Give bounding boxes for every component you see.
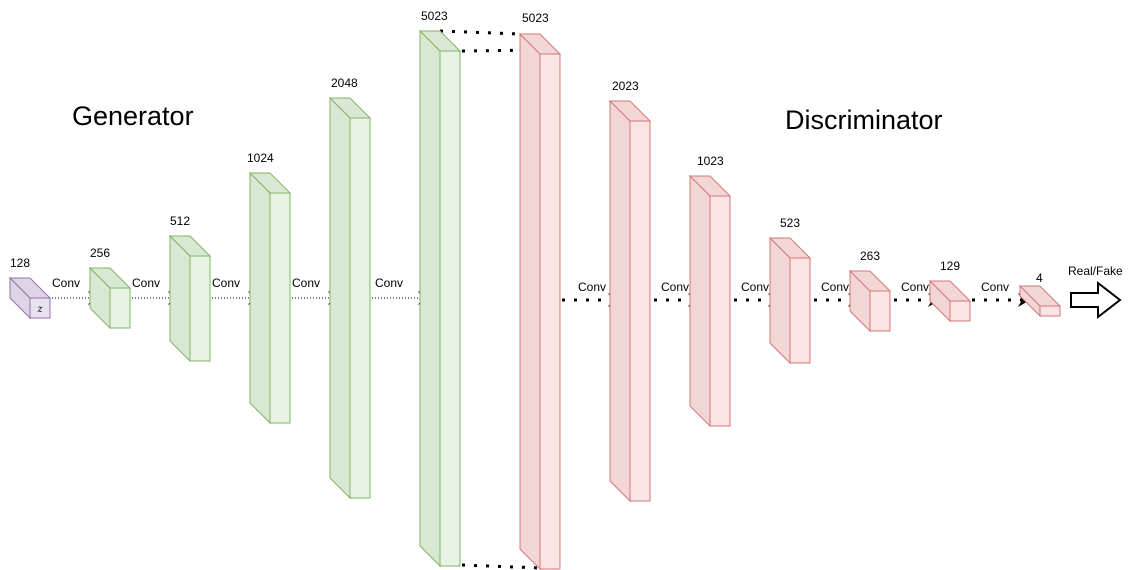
input-noise-block [8,276,52,320]
discriminator-block [518,32,562,570]
block-side-face [419,29,441,568]
generator-title: Generator [72,101,194,131]
block-front-face [189,255,211,362]
block-side-face [519,32,541,570]
input-symbol-label: z [36,304,43,315]
block-front-face [1039,305,1061,317]
input-size-label: 128 [10,256,30,270]
generator-block-label: 256 [90,246,110,260]
discriminator-block-label: 263 [860,249,880,263]
conv-label: Conv [741,280,769,294]
discriminator-block [1018,284,1062,318]
block-front-face [789,257,811,364]
conv-label: Conv [52,276,80,290]
block-front-face [109,287,131,329]
conv-label: Conv [292,276,320,290]
conv-label: Conv [661,280,689,294]
discriminator-block-label: 1023 [697,154,724,168]
generator-block [248,171,292,425]
block-front-face [439,50,461,567]
block-front-face [539,53,561,570]
discriminator-block-label: 2023 [612,79,639,93]
conv-label: Conv [375,276,403,290]
discriminator-block-label: 5023 [522,11,549,25]
conv-label: Conv [981,280,1009,294]
labels-layer: 128 z 256 512 1024 2048 5023 5023 2023 1023 523 263… [10,9,1123,315]
generator-block [328,96,372,500]
generator-block [418,29,462,568]
discriminator-block [768,236,812,365]
block-front-face [709,195,731,427]
block-side-face [689,174,711,428]
generator-block-label: 5023 [421,9,448,23]
block-side-face [769,236,791,365]
block-front-face [349,117,371,499]
discriminator-block [848,269,892,333]
conv-label: Conv [901,280,929,294]
block-side-face [169,234,191,363]
block-front-face [629,120,651,502]
bridge-top-inner-line [461,48,541,53]
generator-block-label: 1024 [247,151,274,165]
discriminator-title: Discriminator [785,105,943,135]
block-side-face [329,96,351,500]
block-front-face [269,192,291,424]
discriminator-block-label: 129 [940,259,960,273]
conv-label: Conv [212,276,240,290]
generator-block-label: 2048 [331,76,358,90]
discriminator-block [928,279,972,323]
discriminator-block-label: 523 [780,216,800,230]
conv-label: Conv [821,280,849,294]
block-front-face [29,297,51,319]
output-label: Real/Fake [1068,264,1123,278]
bridge-top-outer-line [439,29,521,36]
block-side-face [249,171,271,425]
block-side-face [609,99,631,503]
block-front-face [949,300,971,322]
conv-label: Conv [132,276,160,290]
generator-block [88,266,132,330]
blocks-layer [8,29,1122,570]
bridge-bottom-line [461,563,541,570]
discriminator-block-label: 4 [1036,271,1043,285]
output-arrow-icon [1070,280,1122,320]
block-front-face [869,290,891,332]
discriminator-block [608,99,652,503]
conv-label: Conv [578,280,606,294]
generator-block [168,234,212,363]
generator-block-label: 512 [170,214,190,228]
discriminator-block [688,174,732,428]
